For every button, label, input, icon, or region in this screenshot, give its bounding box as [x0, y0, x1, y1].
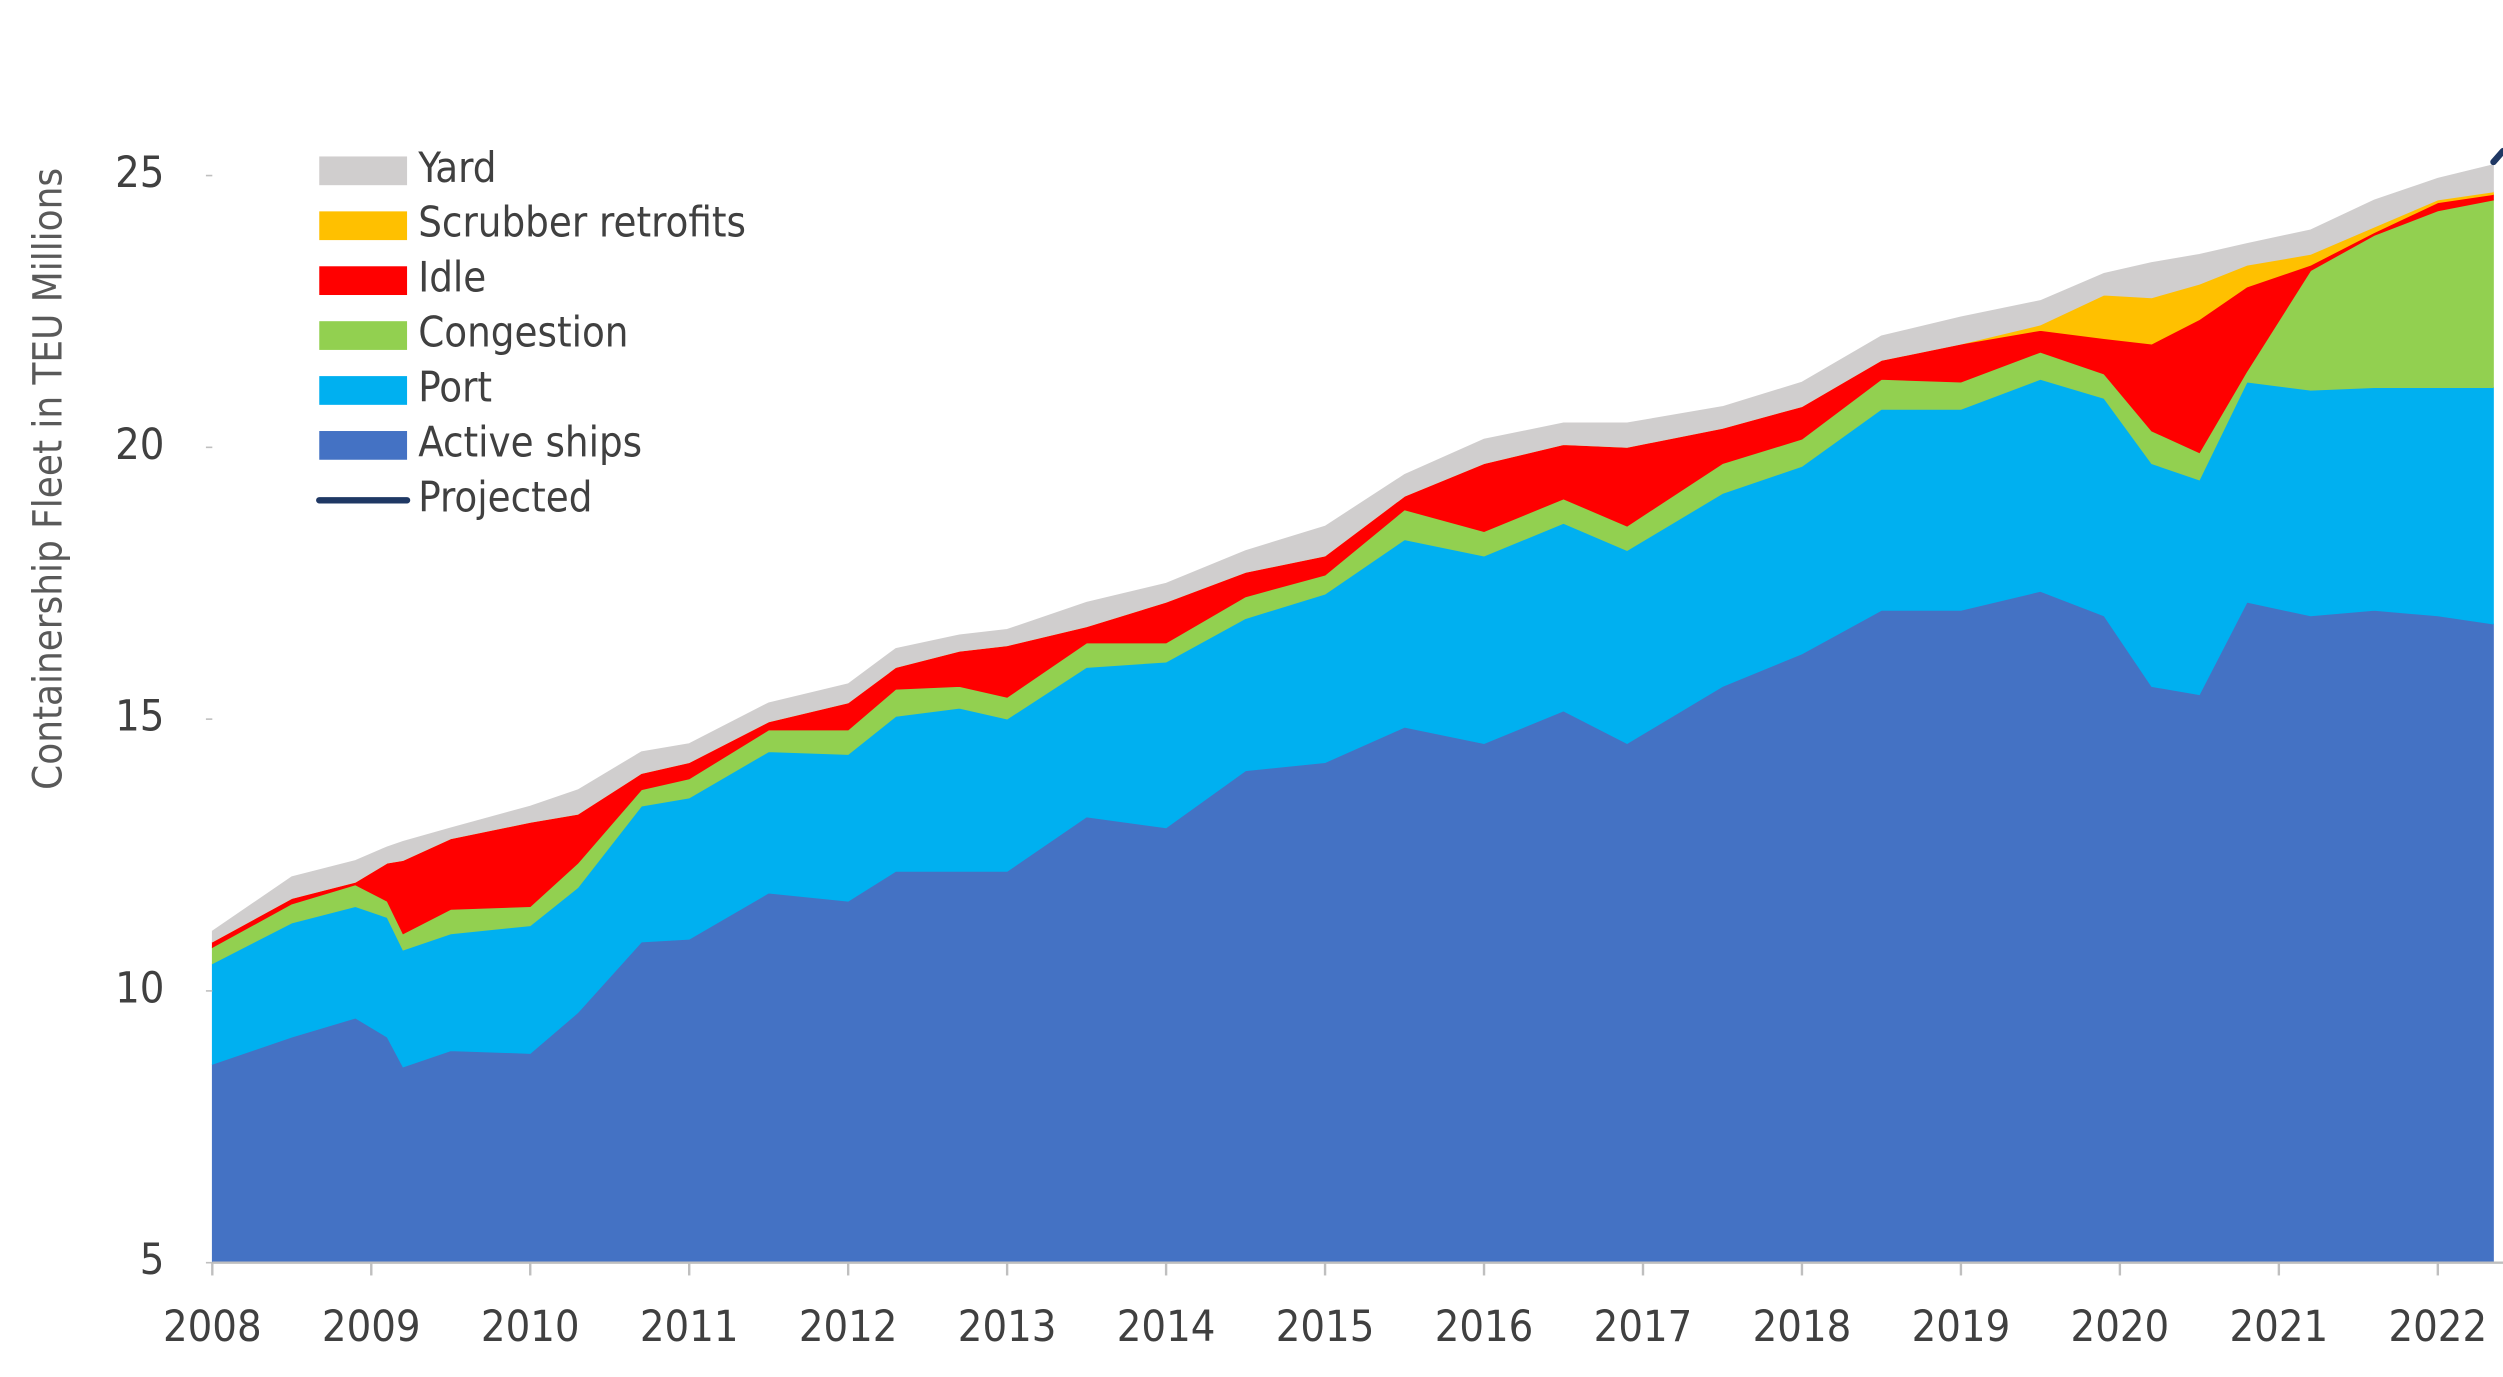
legend-swatch — [319, 266, 408, 296]
legend-label: Idle — [418, 253, 486, 302]
legend-label: Port — [418, 362, 492, 411]
x-tick-label: 2015 — [1276, 1302, 1375, 1352]
legend-swatch — [319, 156, 408, 186]
x-tick-label: 2020 — [2071, 1302, 2170, 1352]
plot-area — [211, 164, 2494, 1264]
legend-label: Scrubber retrofits — [418, 198, 746, 247]
y-tick-label: 15 — [115, 692, 164, 742]
x-tick-label: 2011 — [640, 1302, 739, 1352]
legend-swatch — [319, 431, 408, 460]
y-tick-label: 10 — [115, 963, 164, 1013]
area-yard — [211, 164, 2494, 943]
x-tick-label: 2008 — [163, 1302, 262, 1352]
projected-line — [2490, 147, 2503, 166]
legend-label: Active ships — [418, 417, 642, 466]
y-tick-label: 25 — [115, 148, 164, 198]
x-tick-label: 2019 — [1912, 1302, 2011, 1352]
legend-label: Projected — [418, 472, 592, 521]
x-tick-label: 2018 — [1753, 1302, 1852, 1352]
x-tick-label: 2009 — [322, 1302, 421, 1352]
legend-label: Congestion — [418, 308, 628, 357]
y-tick-label: 5 — [140, 1235, 165, 1285]
x-tick-label: 2012 — [799, 1302, 898, 1352]
y-tick-label: 20 — [115, 420, 164, 470]
x-tick-label: 2017 — [1594, 1302, 1693, 1352]
legend-swatch — [319, 211, 408, 241]
x-tick-label: 2016 — [1435, 1302, 1534, 1352]
x-tick-label: 2021 — [2230, 1302, 2329, 1352]
x-tick-label: 2014 — [1117, 1302, 1216, 1352]
x-tick-label: 2010 — [481, 1302, 580, 1352]
legend-swatch — [319, 321, 408, 350]
x-tick-label: 2022 — [2388, 1302, 2487, 1352]
x-tick-label: 2013 — [958, 1302, 1057, 1352]
legend-swatch — [319, 376, 408, 405]
legend-label: Yard — [417, 143, 496, 192]
y-axis-title: Containership Fleet in TEU Millions — [26, 168, 72, 790]
